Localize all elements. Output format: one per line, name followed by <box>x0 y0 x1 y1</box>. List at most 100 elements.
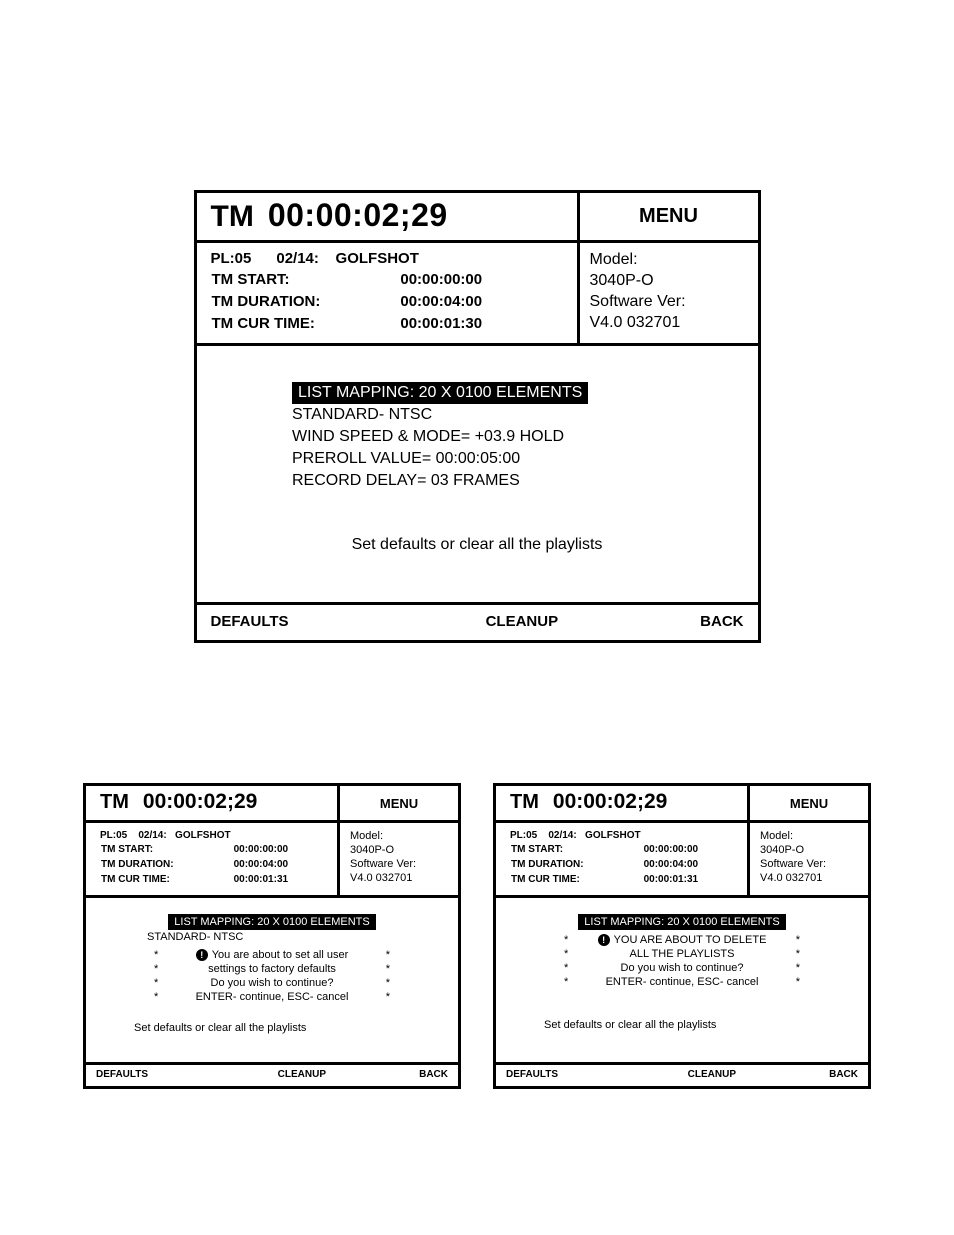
cleanup-button[interactable]: CLEANUP <box>486 613 658 630</box>
menu-panel-defaults-confirm: TM 00:00:02;29 MENU PL:05 02/14: GOLFSHO… <box>83 783 461 1089</box>
dialog-line: Do you wish to continue? <box>576 961 788 975</box>
timecode-value: 00:00:02;29 <box>268 197 448 234</box>
settings-block: LIST MAPPING: 20 X 0100 ELEMENTS *!YOU A… <box>557 912 807 989</box>
header-row: TM 00:00:02;29 MENU <box>197 193 758 243</box>
dialog-line: ALL THE PLAYLISTS <box>576 947 788 961</box>
dialog-line: YOU ARE ABOUT TO DELETE <box>614 934 767 946</box>
setting-line: WIND SPEED & MODE= +03.9 HOLD <box>292 426 662 448</box>
software-label: Software Ver: <box>350 857 450 871</box>
prompt-text: Set defaults or clear all the playlists <box>197 536 758 554</box>
status-label: TM DURATION: <box>211 291 331 313</box>
timecode-display: TM 00:00:02;29 <box>197 193 577 240</box>
status-label: TM DURATION: <box>510 857 594 872</box>
setting-line: RECORD DELAY= 03 FRAMES <box>292 470 662 492</box>
status-row-item: TM CUR TIME:00:00:01:30 <box>211 313 484 335</box>
playlist-line: PL:05 02/14: GOLFSHOT <box>100 829 327 842</box>
status-label: TM CUR TIME: <box>211 313 331 335</box>
software-value: V4.0 032701 <box>590 312 750 333</box>
button-row: DEFAULTS CLEANUP BACK <box>496 1062 868 1086</box>
prompt-text: Set defaults or clear all the playlists <box>496 1019 868 1031</box>
tm-label: TM <box>510 791 539 814</box>
timecode-display: TM 00:00:02;29 <box>86 786 337 820</box>
header-row: TM 00:00:02;29 MENU <box>86 786 458 823</box>
button-row: DEFAULTS CLEANUP BACK <box>197 602 758 640</box>
status-row: PL:05 02/14: GOLFSHOT TM START:00:00:00:… <box>197 243 758 346</box>
tm-label: TM <box>100 791 129 814</box>
status-left: PL:05 02/14: GOLFSHOT TM START:00:00:00:… <box>197 243 577 343</box>
settings-block: LIST MAPPING: 20 X 0100 ELEMENTS STANDAR… <box>147 912 397 1004</box>
model-label: Model: <box>350 829 450 843</box>
playlist-line: PL:05 02/14: GOLFSHOT <box>510 829 737 842</box>
model-info: Model: 3040P-O Software Ver: V4.0 032701 <box>337 823 458 895</box>
settings-block: LIST MAPPING: 20 X 0100 ELEMENTS STANDAR… <box>292 382 662 492</box>
status-value: 00:00:01:31 <box>594 872 699 887</box>
software-value: V4.0 032701 <box>350 871 450 885</box>
content-area: LIST MAPPING: 20 X 0100 ELEMENTS *!YOU A… <box>496 898 868 1062</box>
status-value: 00:00:01:30 <box>330 313 483 335</box>
defaults-button[interactable]: DEFAULTS <box>506 1069 688 1080</box>
timecode-value: 00:00:02;29 <box>143 790 257 814</box>
model-value: 3040P-O <box>590 270 750 291</box>
menu-panel-cleanup-confirm: TM 00:00:02;29 MENU PL:05 02/14: GOLFSHO… <box>493 783 871 1089</box>
status-table: TM START:00:00:00:00 TM DURATION:00:00:0… <box>100 842 289 887</box>
dialog-line: settings to factory defaults <box>166 962 378 976</box>
menu-title: MENU <box>577 193 758 240</box>
content-area: LIST MAPPING: 20 X 0100 ELEMENTS STANDAR… <box>86 898 458 1062</box>
list-mapping-heading: LIST MAPPING: 20 X 0100 ELEMENTS <box>578 914 785 930</box>
cleanup-button[interactable]: CLEANUP <box>688 1069 802 1080</box>
model-value: 3040P-O <box>760 843 860 857</box>
status-label: TM START: <box>100 842 184 857</box>
dialog-line: You are about to set all user <box>212 949 349 961</box>
menu-title: MENU <box>747 786 868 820</box>
status-value: 00:00:00:00 <box>330 269 483 291</box>
status-value: 00:00:04:00 <box>330 291 483 313</box>
cleanup-button[interactable]: CLEANUP <box>278 1069 392 1080</box>
timecode-value: 00:00:02;29 <box>553 790 667 814</box>
status-value: 00:00:00:00 <box>184 842 289 857</box>
button-row: DEFAULTS CLEANUP BACK <box>86 1062 458 1086</box>
warning-icon: ! <box>196 949 208 961</box>
dialog-line: Do you wish to continue? <box>166 976 378 990</box>
confirm-dialog: *!YOU ARE ABOUT TO DELETE* *ALL THE PLAY… <box>564 933 800 989</box>
software-label: Software Ver: <box>760 857 860 871</box>
defaults-button[interactable]: DEFAULTS <box>211 613 486 630</box>
status-row: PL:05 02/14: GOLFSHOT TM START:00:00:00:… <box>496 823 868 898</box>
status-left: PL:05 02/14: GOLFSHOT TM START:00:00:00:… <box>86 823 337 895</box>
model-info: Model: 3040P-O Software Ver: V4.0 032701 <box>747 823 868 895</box>
timecode-display: TM 00:00:02;29 <box>496 786 747 820</box>
status-table: TM START:00:00:00:00 TM DURATION:00:00:0… <box>211 269 484 335</box>
prompt-text: Set defaults or clear all the playlists <box>86 1022 458 1034</box>
content-area: LIST MAPPING: 20 X 0100 ELEMENTS STANDAR… <box>197 346 758 602</box>
status-label: TM START: <box>510 842 594 857</box>
status-label: TM START: <box>211 269 331 291</box>
playlist-line: PL:05 02/14: GOLFSHOT <box>211 249 567 269</box>
defaults-button[interactable]: DEFAULTS <box>96 1069 278 1080</box>
status-label: TM CUR TIME: <box>510 872 594 887</box>
setting-line: PREROLL VALUE= 00:00:05:00 <box>292 448 662 470</box>
model-label: Model: <box>760 829 860 843</box>
status-value: 00:00:01:31 <box>184 872 289 887</box>
back-button[interactable]: BACK <box>658 613 744 630</box>
setting-line: STANDARD- NTSC <box>292 404 662 426</box>
model-value: 3040P-O <box>350 843 450 857</box>
tm-label: TM <box>211 200 254 234</box>
warning-icon: ! <box>598 934 610 946</box>
confirm-dialog: *!You are about to set all user* *settin… <box>154 948 390 1004</box>
status-row: PL:05 02/14: GOLFSHOT TM START:00:00:00:… <box>86 823 458 898</box>
model-info: Model: 3040P-O Software Ver: V4.0 032701 <box>577 243 758 343</box>
status-label: TM CUR TIME: <box>100 872 184 887</box>
back-button[interactable]: BACK <box>391 1069 448 1080</box>
status-row-item: TM START:00:00:00:00 <box>211 269 484 291</box>
dialog-line: ENTER- continue, ESC- cancel <box>576 975 788 989</box>
list-mapping-heading: LIST MAPPING: 20 X 0100 ELEMENTS <box>292 382 588 404</box>
menu-panel-main: TM 00:00:02;29 MENU PL:05 02/14: GOLFSHO… <box>194 190 761 643</box>
back-button[interactable]: BACK <box>801 1069 858 1080</box>
status-label: TM DURATION: <box>100 857 184 872</box>
list-mapping-heading: LIST MAPPING: 20 X 0100 ELEMENTS <box>168 914 375 930</box>
software-label: Software Ver: <box>590 291 750 312</box>
status-table: TM START:00:00:00:00 TM DURATION:00:00:0… <box>510 842 699 887</box>
dialog-line: ENTER- continue, ESC- cancel <box>166 990 378 1004</box>
setting-line: STANDARD- NTSC <box>147 930 397 945</box>
status-row-item: TM DURATION:00:00:04:00 <box>211 291 484 313</box>
status-value: 00:00:00:00 <box>594 842 699 857</box>
